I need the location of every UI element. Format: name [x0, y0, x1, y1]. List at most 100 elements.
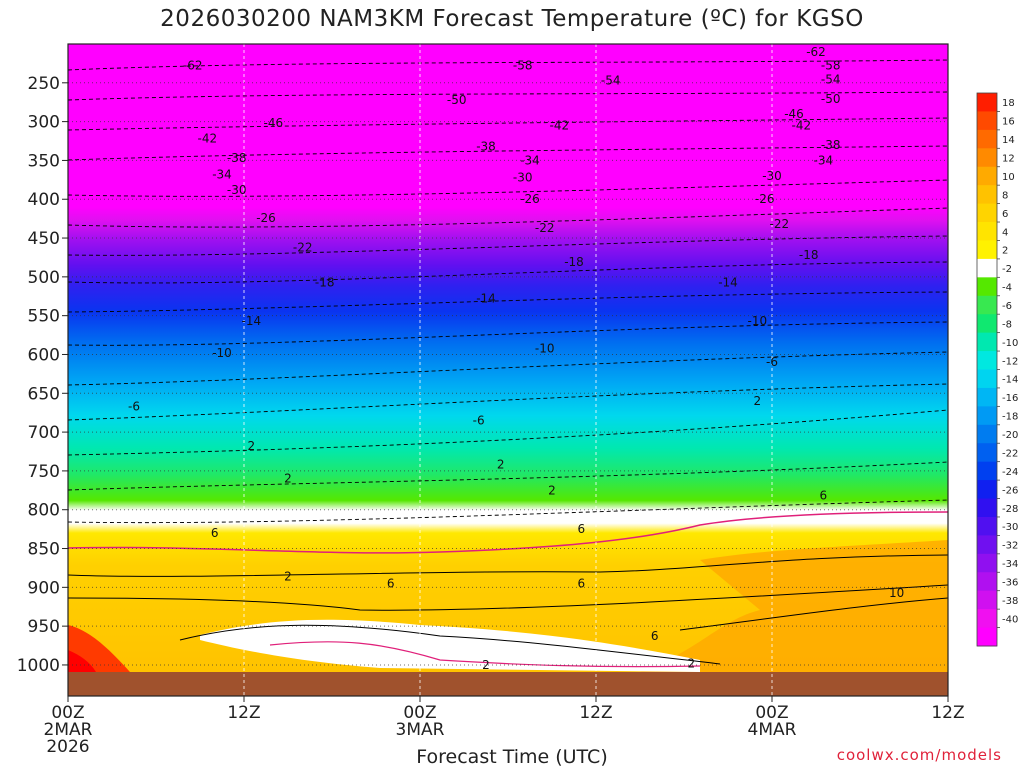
y-tick-label: 800	[28, 501, 60, 521]
colorbar-swatch	[977, 627, 997, 647]
isotherm-label: -34	[814, 153, 834, 167]
isotherm-label: -18	[564, 255, 584, 269]
y-tick-label: 550	[28, 307, 60, 327]
isotherm-label: -58	[513, 59, 533, 73]
colorbar-label: 12	[1002, 154, 1015, 165]
isotherm-label: 10	[889, 586, 904, 600]
isotherm-label: -54	[601, 73, 621, 87]
isotherm-label: -30	[513, 171, 533, 185]
y-tick-label: 650	[28, 384, 60, 404]
colorbar-label: -20	[1002, 430, 1018, 441]
isotherm-label: -62	[806, 45, 826, 59]
isotherm-lines	[68, 59, 948, 524]
isotherm-label: -34	[520, 153, 540, 167]
vertical-gridlines	[243, 44, 773, 696]
colorbar-swatch	[977, 222, 997, 241]
freezing-line-lower	[269, 641, 701, 668]
chart-title: 2026030200 NAM3KM Forecast Temperature (…	[160, 6, 864, 32]
y-tick-label: 750	[28, 462, 60, 482]
x-axis-label: Forecast Time (UTC)	[416, 746, 608, 768]
isotherm-label: -62	[183, 59, 203, 73]
y-tick-label: 300	[28, 113, 60, 133]
colorbar-label: 2	[1002, 246, 1008, 257]
isotherm-label: 2	[548, 483, 556, 497]
colorbar-label: -10	[1002, 338, 1018, 349]
colorbar-swatch	[977, 535, 997, 555]
x-tick-label: 00Z	[755, 703, 788, 723]
colorbar-label: -18	[1002, 412, 1018, 423]
isotherm-label: -58	[821, 59, 841, 73]
colorbar-label: -2	[1002, 264, 1012, 275]
colorbar-label: 6	[1002, 209, 1008, 220]
colorbar-swatch	[977, 277, 997, 297]
colorbar-swatch	[977, 424, 997, 444]
isotherm-label: 2	[284, 569, 292, 583]
plot-frame	[67, 43, 949, 697]
colorbar-swatch	[977, 369, 997, 389]
x-tick-label: 2026	[46, 737, 89, 757]
colorbar-label: -4	[1002, 283, 1012, 294]
colorbar-label: -28	[1002, 504, 1018, 515]
colorbar-label: 18	[1002, 98, 1015, 109]
x-tick-label: 2MAR	[44, 720, 93, 740]
isotherm-label: -42	[550, 119, 570, 133]
x-tick-label: 00Z	[403, 703, 436, 723]
freezing-line-upper	[68, 511, 948, 554]
isotherm-label: -6	[766, 355, 778, 369]
colorbar-label: -16	[1002, 393, 1018, 404]
colorbar-label: 4	[1002, 227, 1008, 238]
isotherm-label: -18	[315, 275, 335, 289]
colorbar-swatch	[977, 443, 997, 463]
y-tick-label: 400	[28, 190, 60, 210]
isotherm-label: -26	[256, 211, 276, 225]
colorbar-swatch	[977, 590, 997, 610]
x-tick-label: 00Z	[51, 703, 84, 723]
colorbar-label: 8	[1002, 190, 1008, 201]
isotherm-label: -10	[748, 314, 768, 328]
warm-isotherm-lines	[68, 554, 948, 665]
colorbar-swatch	[977, 553, 997, 573]
isotherm-label: 2	[248, 439, 256, 453]
colorbar-swatch	[977, 111, 997, 131]
isotherm-label: -34	[212, 167, 232, 181]
isotherm-label: -54	[821, 73, 841, 87]
isotherm-label-layer: -62-62-58 -58-54 -54-50 -50-46-46-42-42 -42-…	[128, 45, 904, 672]
isotherm-label: -42	[198, 132, 218, 146]
y-tick-label: 600	[28, 345, 60, 365]
colorbar-swatch	[977, 572, 997, 592]
y-tick-label: 250	[28, 74, 60, 94]
isotherm-label: 6	[651, 629, 659, 643]
colorbar-swatch	[977, 148, 997, 168]
isotherm-label: 6	[387, 576, 395, 590]
colorbar-swatch	[977, 609, 997, 629]
isotherm-label: -30	[762, 169, 782, 183]
colorbar-label: -32	[1002, 541, 1018, 552]
colorbar-swatch	[977, 406, 997, 426]
ground-below-surface	[68, 672, 948, 696]
colorbar-label: 16	[1002, 117, 1015, 128]
colorbar-swatch	[977, 240, 997, 260]
colorbar-label: -40	[1002, 614, 1018, 625]
x-tick-label: 12Z	[931, 703, 964, 723]
isotherm-label: -46	[784, 107, 804, 121]
isotherm-label: -22	[770, 217, 790, 231]
colorbar-swatch	[977, 516, 997, 536]
colorbar-swatch	[977, 498, 997, 518]
colorbar-label: -8	[1002, 319, 1012, 330]
y-tick-label: 1000	[17, 656, 60, 676]
y-tick-label: 450	[28, 229, 60, 249]
colorbar-label: -36	[1002, 577, 1018, 588]
x-tick-label: 12Z	[227, 703, 260, 723]
colorbar-swatch	[977, 332, 997, 352]
isotherm-label: 6	[578, 576, 586, 590]
colorbar-swatch	[977, 185, 997, 205]
colorbar-label: -30	[1002, 522, 1018, 533]
y-tick-label: 950	[28, 617, 60, 637]
colorbar-swatch	[977, 166, 997, 186]
isotherm-label: -46	[264, 116, 284, 130]
colorbar-swatch	[977, 203, 997, 223]
isotherm-label: -6	[128, 399, 140, 413]
colorbar-label: -12	[1002, 356, 1018, 367]
credit-link[interactable]: coolwx.com/models	[836, 746, 1002, 764]
colorbar-swatch	[977, 258, 997, 278]
